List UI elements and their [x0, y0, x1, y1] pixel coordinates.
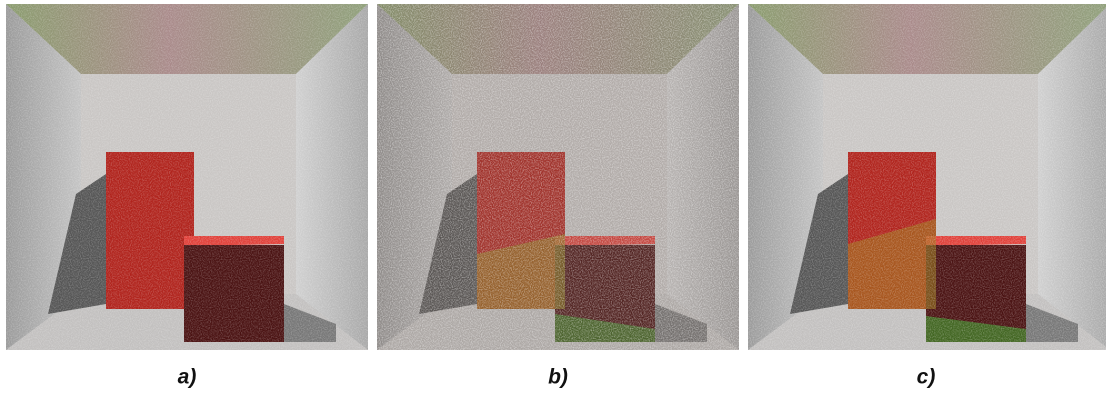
figure: a) b) c): [0, 0, 1106, 392]
caption: c): [917, 366, 936, 389]
panel-b: [377, 4, 739, 350]
caption: a): [178, 366, 197, 389]
panel-a: [6, 4, 368, 350]
caption: b): [548, 366, 568, 389]
panel-c: [748, 4, 1106, 350]
